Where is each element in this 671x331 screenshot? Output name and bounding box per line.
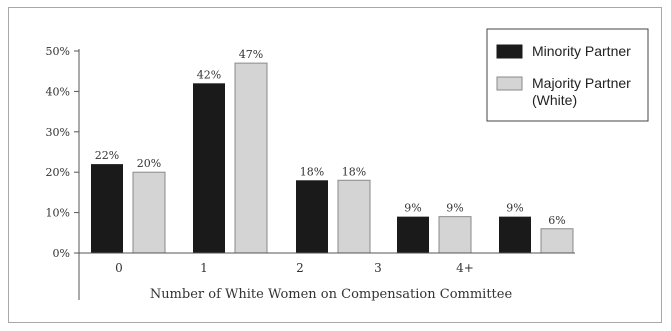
legend-label-majority-line2: (White) [532,92,577,108]
bar-minority [296,180,328,253]
x-tick-label: 2 [296,261,304,275]
bar-minority [91,164,123,253]
x-tick-label: 1 [200,261,208,275]
data-label-majority: 9% [446,202,463,215]
bar-majority [337,179,371,254]
bar-minority [193,83,225,253]
legend-box [486,28,649,122]
x-tick-label: 4+ [456,261,474,275]
x-tick-label: 0 [115,261,123,275]
x-axis-title: Number of White Women on Compensation Co… [150,287,513,302]
data-label-minority: 22% [95,149,119,162]
y-tick-label: 30% [46,126,70,139]
x-tick-label: 3 [374,261,382,275]
y-tick-label: 50% [46,45,70,58]
y-tick-label: 40% [46,85,70,98]
data-label-minority: 9% [404,202,421,215]
y-tick-label: 10% [46,207,70,220]
data-label-minority: 18% [300,165,324,178]
bars [91,62,574,254]
data-label-majority: 47% [239,48,263,61]
legend-swatch-minority [496,44,523,59]
data-label-minority: 42% [197,68,221,81]
legend: Minority Partner Majority Partner (White… [486,28,649,122]
data-label-majority: 20% [137,157,161,170]
legend-label-majority: Majority Partner [532,75,631,91]
bar-majority [540,228,574,254]
legend-label-minority: Minority Partner [532,43,631,59]
data-label-majority: 18% [342,165,366,178]
y-tick-label: 20% [46,166,70,179]
data-label-majority: 6% [548,214,565,227]
data-label-minority: 9% [506,202,523,215]
legend-swatch-majority [496,76,523,91]
bar-minority [499,216,531,253]
bar-majority [132,171,166,254]
bar-minority [397,216,429,253]
y-tick-label: 0% [53,247,70,260]
data-labels: 22% 20% 42% 47% 18% 18% 9% 9% 9% 6% [95,48,566,227]
x-axis: 0 1 2 3 4+ [79,252,575,275]
y-axis: 0% 10% 20% 30% 40% 50% [46,45,80,300]
bar-majority [234,62,268,254]
bar-majority [438,216,472,254]
